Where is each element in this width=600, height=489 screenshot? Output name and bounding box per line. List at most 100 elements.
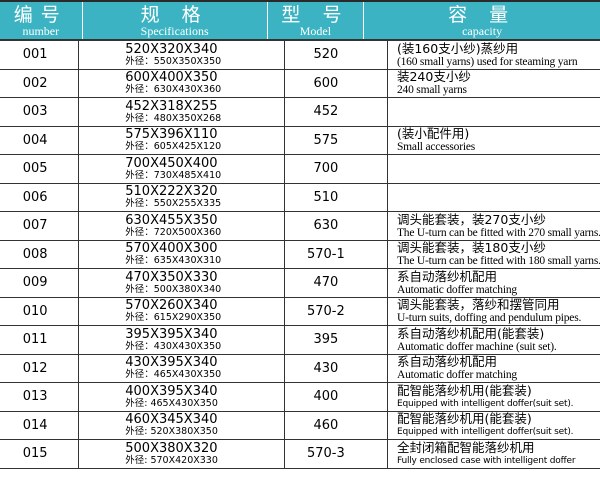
cell-model: 575 xyxy=(285,126,388,154)
cell-capacity: 全封闭箱配智能落纱机用 Fully enclosed case with int… xyxy=(388,440,600,468)
outer-dimensions: 外径：465X430X350 xyxy=(125,369,222,381)
cell-specifications: 700X450X400 外径：730X485X410 xyxy=(79,155,285,183)
inner-dimensions: 700X450X400 xyxy=(125,155,218,171)
outer-dimensions: 外径：635X430X310 xyxy=(125,255,222,267)
cell-specifications: 470X350X330 外径：500X380X340 xyxy=(79,269,285,297)
cell-specifications: 500X380X320 外径: 570X420X330 xyxy=(79,440,285,468)
header-specifications: 规 格 Specifications xyxy=(83,2,268,39)
table-row: 015 500X380X320 外径: 570X420X330 570-3 全封… xyxy=(0,440,600,469)
cell-capacity xyxy=(388,155,600,183)
capacity-zh: 配智能落纱机用(能套装) xyxy=(396,383,532,398)
capacity-en: The U-turn can be fitted with 180 small … xyxy=(396,255,600,268)
outer-dimensions: 外径: 465X430X350 xyxy=(125,397,218,409)
inner-dimensions: 400X395X340 xyxy=(125,383,218,399)
inner-dimensions: 460X345X340 xyxy=(125,412,218,428)
capacity-zh: 装240支小纱 xyxy=(396,69,471,85)
cell-model: 400 xyxy=(285,383,388,411)
table-row: 012 430X395X340 外径：465X430X350 430 系自动落纱… xyxy=(0,354,600,383)
outer-dimensions: 外径：500X380X340 xyxy=(125,283,222,295)
outer-dimensions: 外径：550X255X335 xyxy=(125,198,222,210)
capacity-en: Fully enclosed case with intelligent dof… xyxy=(396,455,576,466)
cell-specifications: 395X395X340 外径：430X430X350 xyxy=(79,326,285,354)
cell-model: 700 xyxy=(285,155,388,183)
inner-dimensions: 395X395X340 xyxy=(125,326,218,342)
table-body: 001 520X320X340 外径：550X350X350 520 (装160… xyxy=(0,41,600,469)
capacity-en: Automatic doffer machine (suit set). xyxy=(396,340,557,353)
capacity-zh: (装小配件用) xyxy=(396,126,470,142)
outer-dimensions: 外径：720X500X360 xyxy=(125,226,222,238)
table-row: 005 700X450X400 外径：730X485X410 700 xyxy=(0,155,600,184)
cell-specifications: 430X395X340 外径：465X430X350 xyxy=(79,354,285,382)
cell-model: 600 xyxy=(285,69,388,97)
capacity-zh: 全封闭箱配智能落纱机用 xyxy=(396,440,535,455)
capacity-zh: 调头能套装，落纱和摆管同用 xyxy=(396,297,560,313)
table-row: 003 452X318X255 外径：480X350X268 452 xyxy=(0,98,600,127)
table-row: 013 400X395X340 外径: 465X430X350 400 配智能落… xyxy=(0,383,600,412)
capacity-en: Automatic doffer matching xyxy=(396,283,517,296)
cell-specifications: 575X396X110 外径：605X425X120 xyxy=(79,126,285,154)
spec-table: 编号 number 规 格 Specifications 型 号 Model 容… xyxy=(0,0,600,469)
header-model-en: Model xyxy=(299,23,332,38)
cell-capacity xyxy=(388,98,600,126)
cell-model: 570-1 xyxy=(285,240,388,268)
capacity-en: U-turn suits, doffing and pendulum pipes… xyxy=(396,312,582,325)
header-model-zh: 型 号 xyxy=(281,3,350,26)
capacity-en: Automatic doffer matching xyxy=(396,369,517,382)
outer-dimensions: 外径：730X485X410 xyxy=(125,169,222,181)
capacity-zh: (装160支小纱)蒸纱用 xyxy=(396,41,519,56)
header-model: 型 号 Model xyxy=(268,2,365,39)
cell-number: 015 xyxy=(0,440,80,468)
cell-number: 004 xyxy=(0,126,80,154)
cell-capacity: 调头能套装，落纱和摆管同用 U-turn suits, doffing and … xyxy=(388,298,600,326)
cell-model: 520 xyxy=(285,41,388,69)
table-header: 编号 number 规 格 Specifications 型 号 Model 容… xyxy=(0,2,600,41)
table-row: 011 395X395X340 外径：430X430X350 395 系自动落纱… xyxy=(0,326,600,355)
outer-dimensions: 外径：615X290X350 xyxy=(125,312,222,324)
cell-specifications: 520X320X340 外径：550X350X350 xyxy=(79,41,285,69)
cell-capacity: 调头能套装，装180支小纱 The U-turn can be fitted w… xyxy=(388,241,600,269)
table-row: 002 600X400X350 外径：630X430X360 600 装240支… xyxy=(0,69,600,98)
cell-number: 006 xyxy=(0,183,80,211)
cell-number: 013 xyxy=(0,383,80,411)
cell-capacity: 系自动落纱机配用 Automatic doffer matching xyxy=(388,269,600,297)
inner-dimensions: 500X380X320 xyxy=(125,440,218,456)
cell-capacity xyxy=(388,184,600,212)
cell-specifications: 600X400X350 外径：630X430X360 xyxy=(79,69,285,97)
inner-dimensions: 575X396X110 xyxy=(125,127,218,143)
cell-model: 460 xyxy=(285,411,388,439)
inner-dimensions: 520X320X340 xyxy=(125,41,218,57)
table-row: 008 570X400X300 外径：635X430X310 570-1 调头能… xyxy=(0,240,600,269)
inner-dimensions: 570X260X340 xyxy=(125,298,218,314)
cell-specifications: 460X345X340 外径: 520X380X350 xyxy=(79,411,285,439)
header-spec-zh: 规 格 xyxy=(140,3,209,26)
outer-dimensions: 外径: 520X380X350 xyxy=(125,426,218,438)
cell-specifications: 400X395X340 外径: 465X430X350 xyxy=(79,383,285,411)
cell-specifications: 510X222X320 外径：550X255X335 xyxy=(79,183,285,211)
table-row: 014 460X345X340 外径: 520X380X350 460 配智能落… xyxy=(0,411,600,440)
table-row: 001 520X320X340 外径：550X350X350 520 (装160… xyxy=(0,41,600,70)
outer-dimensions: 外径：550X350X350 xyxy=(125,55,222,67)
cell-model: 430 xyxy=(285,354,388,382)
outer-dimensions: 外径：630X430X360 xyxy=(125,84,222,96)
table-row: 006 510X222X320 外径：550X255X335 510 xyxy=(0,183,600,212)
header-spec-en: Specifications xyxy=(140,23,209,38)
header-number: 编号 number xyxy=(0,2,83,39)
cell-number: 014 xyxy=(0,411,80,439)
inner-dimensions: 630X455X350 xyxy=(125,212,218,228)
cell-number: 003 xyxy=(0,98,80,126)
cell-number: 007 xyxy=(0,212,80,240)
capacity-en: The U-turn can be fitted with 270 small … xyxy=(396,226,600,239)
inner-dimensions: 600X400X350 xyxy=(125,70,218,86)
cell-capacity: 系自动落纱机配用 Automatic doffer matching xyxy=(388,355,600,383)
inner-dimensions: 430X395X340 xyxy=(125,355,218,371)
table-row: 009 470X350X330 外径：500X380X340 470 系自动落纱… xyxy=(0,269,600,298)
capacity-zh: 配智能落纱机用(能套装) xyxy=(396,411,532,427)
cell-number: 001 xyxy=(0,41,80,69)
capacity-zh: 调头能套装，装270支小纱 xyxy=(396,212,546,227)
capacity-en: 240 small yarns xyxy=(396,84,467,97)
capacity-zh: 系自动落纱机配用 xyxy=(396,354,497,370)
capacity-en: Equipped with intelligent doffer(suit se… xyxy=(396,398,574,409)
cell-specifications: 452X318X255 外径：480X350X268 xyxy=(79,98,285,126)
inner-dimensions: 452X318X255 xyxy=(125,98,218,114)
capacity-zh: 调头能套装，装180支小纱 xyxy=(396,240,546,256)
